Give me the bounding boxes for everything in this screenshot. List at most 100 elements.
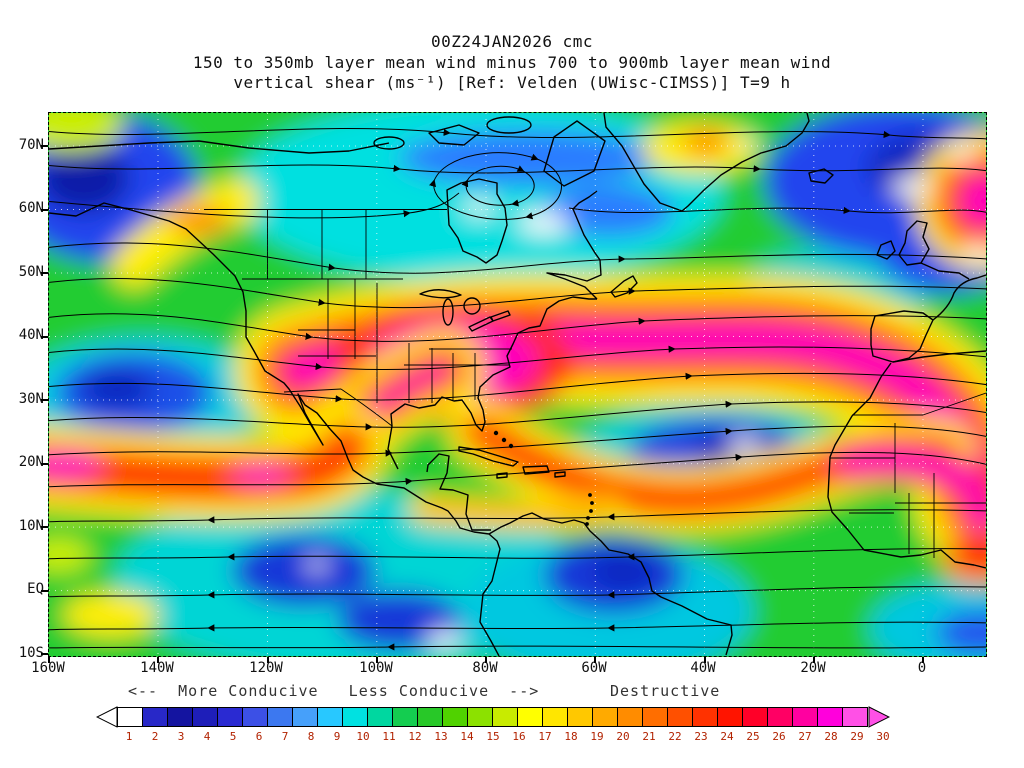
colorbar-number: 9 — [333, 730, 341, 743]
colorbar-cell — [792, 707, 818, 727]
lat-tick-30n: 30N — [18, 391, 44, 407]
colorbar-cell — [767, 707, 793, 727]
lon-tick-20w: 20W — [800, 660, 826, 676]
chart-title-run: 00Z24JAN2026 cmc — [430, 32, 594, 51]
colorbar-number: 27 — [798, 730, 812, 743]
colorbar-number: 2 — [151, 730, 159, 743]
colorbar-number: 11 — [382, 730, 396, 743]
shear-map — [48, 112, 987, 657]
colorbar-cell — [117, 707, 143, 727]
lon-tick-0: 0 — [917, 660, 927, 676]
lat-tick-10n: 10N — [18, 518, 44, 534]
colorbar-number: 25 — [746, 730, 760, 743]
lat-tick-mark — [41, 462, 48, 465]
colorbar — [96, 706, 890, 728]
lon-tick-mark — [48, 656, 50, 663]
colorbar-cell — [192, 707, 218, 727]
colorbar-cell — [592, 707, 618, 727]
colorbar-number: 22 — [668, 730, 682, 743]
lat-tick-60n: 60N — [18, 200, 44, 216]
colorbar-number: 28 — [824, 730, 838, 743]
colorbar-cell — [542, 707, 568, 727]
lon-tick-mark — [594, 656, 597, 663]
colorbar-number: 12 — [408, 730, 422, 743]
lat-tick-10s: 10S — [18, 645, 44, 661]
lon-tick-mark — [703, 656, 706, 663]
colorbar-number: 10 — [356, 730, 370, 743]
colorbar-cell — [142, 707, 168, 727]
lat-tick-50n: 50N — [18, 264, 44, 280]
lon-tick-mark — [812, 656, 815, 663]
lon-tick-100w: 100W — [359, 660, 393, 676]
lon-tick-140w: 140W — [140, 660, 174, 676]
streamlines-layer — [49, 127, 986, 651]
colorbar-cell — [642, 707, 668, 727]
lat-tick-eq: EQ — [27, 581, 44, 597]
colorbar-cell — [392, 707, 418, 727]
colorbar-number: 30 — [876, 730, 890, 743]
lon-tick-mark — [266, 656, 269, 663]
lat-tick-mark — [41, 145, 48, 147]
colorbar-cell — [817, 707, 843, 727]
lon-tick-60w: 60W — [581, 660, 607, 676]
colorbar-number: 18 — [564, 730, 578, 743]
colorbar-cell — [517, 707, 543, 727]
colorbar-number: 21 — [642, 730, 656, 743]
lon-tick-160w: 160W — [31, 660, 65, 676]
colorbar-cell — [242, 707, 268, 727]
colorbar-number: 29 — [850, 730, 864, 743]
colorbar-number: 1 — [125, 730, 133, 743]
lon-tick-mark — [375, 656, 378, 663]
lon-tick-120w: 120W — [249, 660, 283, 676]
lat-tick-mark — [41, 208, 48, 211]
lat-tick-20n: 20N — [18, 454, 44, 470]
colorbar-cell — [567, 707, 593, 727]
colorbar-cell — [417, 707, 443, 727]
colorbar-cell — [492, 707, 518, 727]
lon-tick-mark — [922, 656, 924, 663]
lat-tick-40n: 40N — [18, 327, 44, 343]
colorbar-cell — [717, 707, 743, 727]
lon-tick-40w: 40W — [690, 660, 716, 676]
colorbar-cell — [742, 707, 768, 727]
colorbar-cells — [117, 707, 868, 727]
colorbar-number: 3 — [177, 730, 185, 743]
colorbar-cell — [167, 707, 193, 727]
colorbar-number: 20 — [616, 730, 630, 743]
colorbar-number: 23 — [694, 730, 708, 743]
colorbar-number: 13 — [434, 730, 448, 743]
colorbar-cell — [842, 707, 868, 727]
colorbar-right-arrow — [868, 706, 890, 728]
colorbar-cell — [617, 707, 643, 727]
colorbar-left-arrow — [96, 706, 118, 728]
colorbar-cell — [467, 707, 493, 727]
lat-tick-mark — [41, 589, 48, 592]
colorbar-number: 14 — [460, 730, 474, 743]
colorbar-cell — [692, 707, 718, 727]
chart-title-field: 150 to 350mb layer mean wind minus 700 t… — [192, 53, 832, 72]
colorbar-number: 16 — [512, 730, 526, 743]
colorbar-cell — [292, 707, 318, 727]
colorbar-number: 7 — [281, 730, 289, 743]
lat-tick-70n: 70N — [18, 137, 44, 153]
colorbar-number: 5 — [229, 730, 237, 743]
colorbar-number: 17 — [538, 730, 552, 743]
lon-tick-mark — [485, 656, 487, 663]
colorbar-number: 26 — [772, 730, 786, 743]
colorbar-numbers: 1 2 3 4 5 6 7 8 9 10 11 12 13 14 15 16 17 18 19 20 21 22 23 24 2… — [116, 730, 896, 743]
colorbar-cell — [442, 707, 468, 727]
colorbar-number: 8 — [307, 730, 315, 743]
colorbar-number: 6 — [255, 730, 263, 743]
lat-tick-mark — [41, 399, 48, 401]
lat-tick-mark — [41, 272, 48, 274]
colorbar-number: 4 — [203, 730, 211, 743]
colorbar-number: 19 — [590, 730, 604, 743]
colorbar-number: 15 — [486, 730, 500, 743]
colorbar-cell — [667, 707, 693, 727]
colorbar-cell — [342, 707, 368, 727]
lon-tick-mark — [157, 656, 160, 663]
colorbar-legend-row: <-- More Conducive Less Conducive --> De… — [0, 682, 1024, 700]
colorbar-cell — [267, 707, 293, 727]
colorbar-cell — [317, 707, 343, 727]
